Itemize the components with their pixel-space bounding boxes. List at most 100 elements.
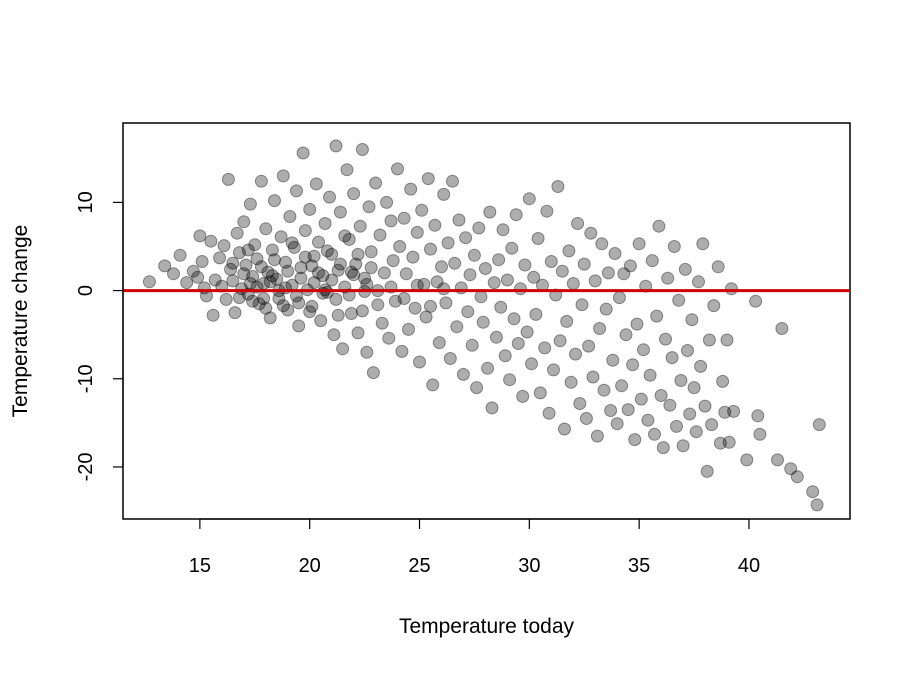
data-point <box>386 254 400 268</box>
data-point <box>204 234 218 248</box>
data-point <box>670 419 683 433</box>
data-point <box>678 262 692 276</box>
data-point <box>448 256 462 270</box>
data-point <box>268 194 281 208</box>
data-point <box>659 332 672 346</box>
data-point <box>569 347 582 361</box>
data-point <box>619 328 633 342</box>
data-point <box>751 409 765 423</box>
data-point <box>232 291 246 305</box>
data-point <box>540 204 554 218</box>
data-point <box>784 462 798 476</box>
data-point <box>696 237 710 251</box>
data-point <box>347 187 361 201</box>
data-point <box>254 174 268 188</box>
data-point <box>261 265 275 279</box>
data-point <box>503 373 517 387</box>
data-point <box>571 217 585 230</box>
data-point <box>465 338 479 352</box>
data-point <box>410 225 424 239</box>
data-point <box>329 139 343 153</box>
data-point <box>531 232 545 245</box>
points-layer <box>142 139 826 512</box>
data-point <box>281 303 295 317</box>
data-point <box>421 172 435 186</box>
x-tick-label: 35 <box>628 555 650 577</box>
data-point <box>371 298 385 312</box>
data-point <box>415 203 429 217</box>
data-point <box>393 240 407 253</box>
data-point <box>683 407 697 421</box>
data-point <box>318 217 332 230</box>
data-point <box>443 352 457 365</box>
data-point <box>355 143 369 156</box>
data-point <box>487 276 501 290</box>
data-point <box>362 200 376 214</box>
data-point <box>579 412 593 425</box>
data-point <box>529 307 543 321</box>
data-point <box>239 258 253 272</box>
x-axis-title: Temperature today <box>399 615 575 638</box>
data-point <box>558 422 571 436</box>
data-point <box>544 255 558 268</box>
data-point <box>283 210 297 223</box>
data-point <box>226 256 240 270</box>
data-point <box>577 257 591 271</box>
data-point <box>514 282 527 296</box>
data-point <box>481 361 495 375</box>
data-point <box>617 267 631 281</box>
data-point <box>749 294 763 308</box>
data-point <box>250 252 264 266</box>
data-point <box>459 231 473 245</box>
data-point <box>142 275 156 289</box>
data-point <box>298 224 312 238</box>
data-point <box>615 379 629 393</box>
x-tick-label: 20 <box>299 555 321 577</box>
data-point <box>268 253 281 267</box>
data-point <box>349 257 363 271</box>
data-point <box>722 435 736 449</box>
data-point <box>364 245 378 259</box>
data-point <box>489 330 503 344</box>
data-point <box>312 266 325 280</box>
data-point <box>241 243 255 257</box>
data-point <box>305 259 319 273</box>
data-point <box>333 205 347 219</box>
data-point <box>437 187 451 201</box>
data-point <box>593 322 607 335</box>
data-point <box>314 314 328 328</box>
data-point <box>217 239 231 253</box>
data-point <box>705 418 719 432</box>
data-point <box>279 281 292 295</box>
data-point <box>551 180 565 193</box>
data-point <box>279 255 292 269</box>
data-point <box>507 312 521 326</box>
data-point <box>637 343 650 357</box>
data-point <box>522 192 536 206</box>
data-point <box>413 355 426 369</box>
data-point <box>248 238 262 252</box>
data-point <box>312 235 325 249</box>
data-point <box>298 250 312 264</box>
data-point <box>648 427 661 441</box>
data-point <box>663 398 677 412</box>
data-point <box>259 222 273 236</box>
data-point <box>674 374 688 387</box>
data-point <box>224 262 238 276</box>
data-point <box>307 276 321 290</box>
data-point <box>252 297 266 311</box>
data-point <box>292 319 306 333</box>
data-point <box>711 260 725 274</box>
data-point <box>601 266 615 280</box>
data-point <box>560 314 574 328</box>
y-tick-label: 10 <box>75 191 97 213</box>
data-point <box>707 299 721 313</box>
data-point <box>276 299 290 313</box>
data-point <box>643 368 657 382</box>
data-point <box>505 241 519 255</box>
data-point <box>676 439 690 453</box>
data-point <box>654 389 668 402</box>
data-point <box>404 182 418 196</box>
data-point <box>219 292 233 306</box>
data-point <box>700 464 714 478</box>
